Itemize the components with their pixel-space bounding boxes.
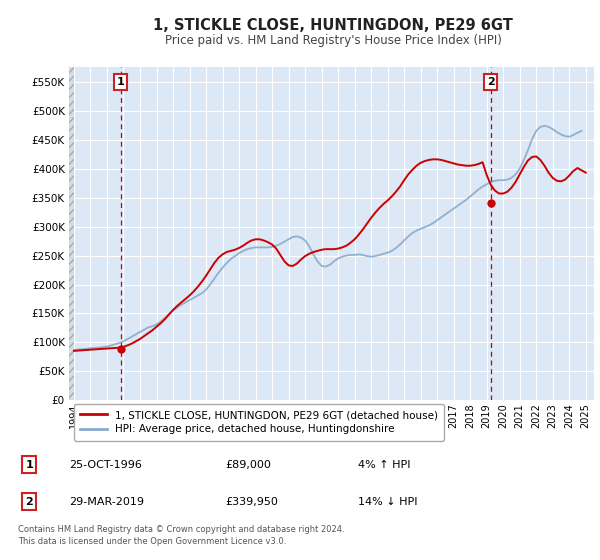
Text: Contains HM Land Registry data © Crown copyright and database right 2024.
This d: Contains HM Land Registry data © Crown c…: [18, 525, 344, 546]
Bar: [69, 67, 74, 400]
Legend: 1, STICKLE CLOSE, HUNTINGDON, PE29 6GT (detached house), HPI: Average price, det: 1, STICKLE CLOSE, HUNTINGDON, PE29 6GT (…: [74, 404, 444, 441]
Text: 1: 1: [25, 460, 33, 470]
Text: 2: 2: [487, 77, 494, 87]
Text: 14% ↓ HPI: 14% ↓ HPI: [358, 497, 417, 507]
Text: 2: 2: [25, 497, 33, 507]
Text: Price paid vs. HM Land Registry's House Price Index (HPI): Price paid vs. HM Land Registry's House …: [164, 34, 502, 47]
Text: 25-OCT-1996: 25-OCT-1996: [70, 460, 142, 470]
Text: 1, STICKLE CLOSE, HUNTINGDON, PE29 6GT: 1, STICKLE CLOSE, HUNTINGDON, PE29 6GT: [153, 18, 513, 32]
Text: 1: 1: [116, 77, 124, 87]
Text: 4% ↑ HPI: 4% ↑ HPI: [358, 460, 410, 470]
Text: £339,950: £339,950: [225, 497, 278, 507]
Text: £89,000: £89,000: [225, 460, 271, 470]
Text: 29-MAR-2019: 29-MAR-2019: [70, 497, 145, 507]
